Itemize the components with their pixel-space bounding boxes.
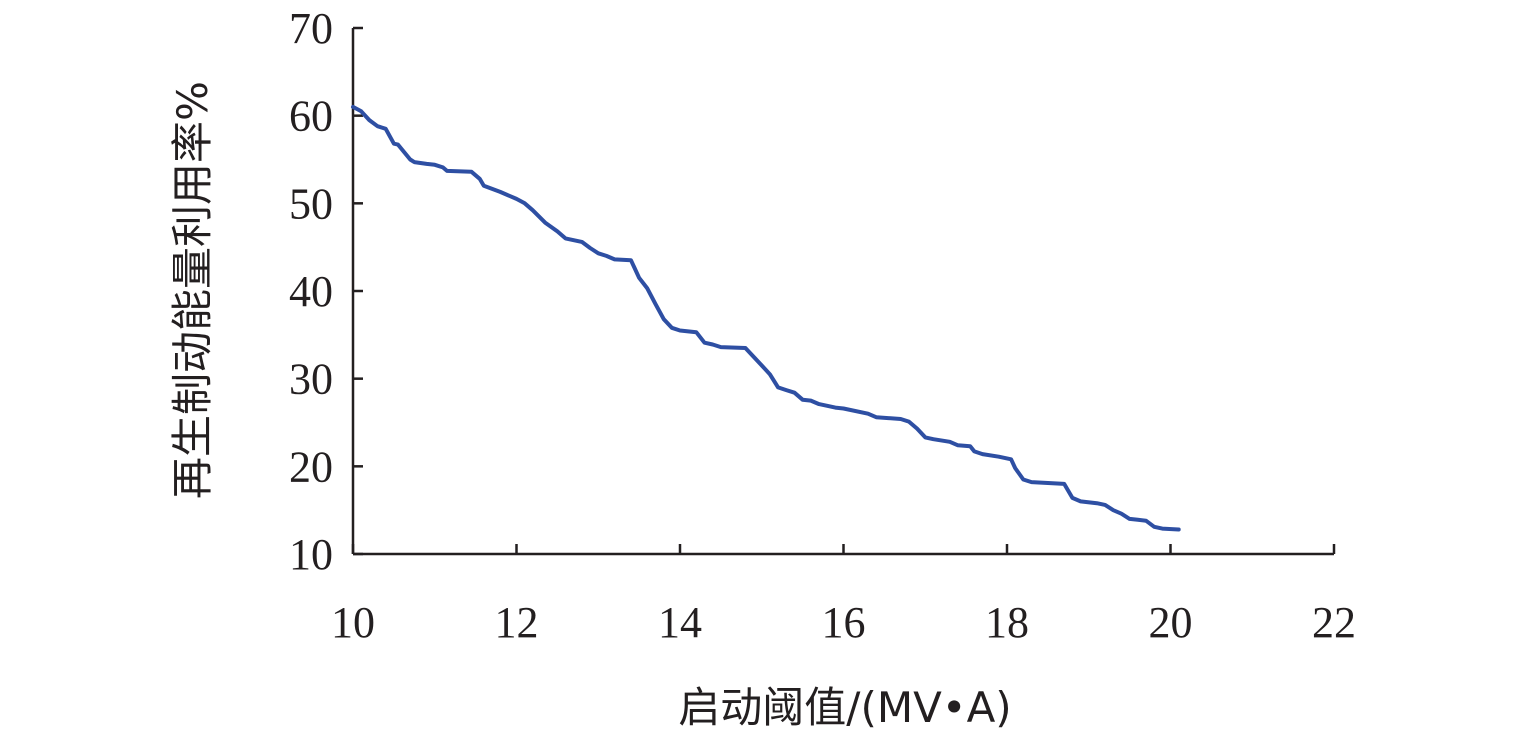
x-tick-label: 20 (1149, 598, 1193, 647)
y-tick-label: 50 (289, 179, 333, 228)
series (351, 104, 1181, 532)
y-tick-label: 30 (289, 355, 333, 404)
series-line (351, 104, 1181, 532)
x-tick-label: 10 (331, 598, 375, 647)
ticks: 10 20 30 40 50 60 70 10 12 14 16 18 20 22 (289, 4, 1356, 647)
y-axis-title: 再生制动能量利用率% (168, 81, 217, 499)
y-tick-label: 60 (289, 92, 333, 141)
x-tick-label: 18 (985, 598, 1029, 647)
x-tick-label: 14 (658, 598, 702, 647)
x-tick-label: 22 (1312, 598, 1356, 647)
y-tick-label: 40 (289, 267, 333, 316)
y-tick-label: 70 (289, 4, 333, 53)
x-tick-label: 12 (495, 598, 539, 647)
x-tick-label: 16 (822, 598, 866, 647)
y-tick-label: 20 (289, 442, 333, 491)
y-tick-label: 10 (289, 530, 333, 579)
axes (351, 28, 1334, 556)
x-axis-title: 启动阈值/(MV•A) (678, 683, 1011, 732)
